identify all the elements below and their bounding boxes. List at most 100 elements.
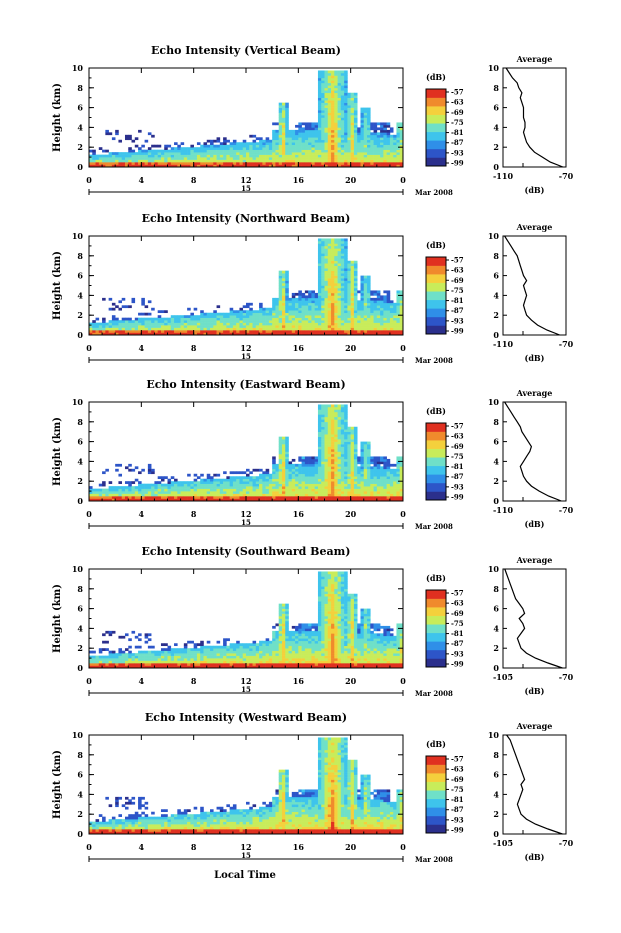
heatmap-cell (338, 474, 342, 477)
heatmap-cell (207, 494, 211, 497)
heatmap-cell (331, 125, 335, 128)
heatmap-cell (344, 471, 348, 474)
heatmap-cell (347, 454, 351, 457)
heatmap-cell (344, 160, 348, 163)
heatmap-cell (357, 137, 361, 140)
heatmap-cell (351, 328, 355, 331)
heatmap-cell (266, 496, 270, 499)
heatmap-cell (112, 494, 116, 497)
heatmap-cell (308, 162, 312, 165)
heatmap-cell (239, 150, 243, 153)
heatmap-cell (112, 325, 116, 328)
heatmap-cell (210, 160, 214, 163)
heatmap-cell (148, 318, 152, 321)
heatmap-cell (308, 122, 312, 125)
heatmap-cell (289, 496, 293, 499)
heatmap-cell (292, 464, 296, 467)
heatmap-cell (354, 120, 358, 123)
heatmap-cell (338, 108, 342, 111)
heatmap-cell (141, 303, 145, 306)
heatmap-cell (325, 125, 329, 128)
heatmap-cell (230, 157, 234, 160)
heatmap-cell (393, 486, 397, 489)
heatmap-cell (383, 461, 387, 464)
heatmap-cell (325, 108, 329, 111)
heatmap-cell (226, 318, 230, 321)
heatmap-cell (295, 293, 299, 296)
heatmap-cell (344, 130, 348, 133)
heatmap-cell (334, 113, 338, 116)
heatmap-cell (393, 471, 397, 474)
heatmap-cell (390, 145, 394, 148)
heatmap-cell (354, 305, 358, 308)
heatmap-cell (321, 73, 325, 76)
heatmap-cell (367, 286, 371, 289)
heatmap-cell (328, 246, 332, 249)
heatmap-cell (344, 496, 348, 499)
heatmap-cell (148, 656, 152, 659)
heatmap-cell (187, 162, 191, 165)
heatmap-cell (393, 484, 397, 487)
heatmap-cell (387, 293, 391, 296)
heatmap-cell (318, 110, 322, 113)
heatmap-cell (197, 328, 201, 331)
heatmap-cell (334, 325, 338, 328)
heatmap-cell (328, 303, 332, 306)
heatmap-cell (285, 447, 289, 450)
heatmap-cell (328, 122, 332, 125)
heatmap-cell (187, 147, 191, 150)
heatmap-cell (295, 486, 299, 489)
heatmap-cell (351, 125, 355, 128)
colorbar-swatch (426, 274, 446, 283)
heatmap-cell (154, 162, 158, 165)
heatmap-cell (341, 295, 345, 298)
heatmap-cell (360, 115, 364, 118)
heatmap-cell (331, 283, 335, 286)
heatmap-cell (341, 474, 345, 477)
heatmap-cell (351, 273, 355, 276)
heatmap-cell (354, 295, 358, 298)
heatmap-cell (344, 268, 348, 271)
heatmap-cell (109, 320, 113, 323)
heatmap-cell (357, 323, 361, 326)
heatmap-cell (344, 464, 348, 467)
heatmap-cell (223, 162, 227, 165)
heatmap-cell (279, 494, 283, 497)
heatmap-cell (92, 330, 96, 333)
panel-title: Echo Intensity (Northward Beam) (142, 212, 351, 225)
heatmap-cell (331, 147, 335, 150)
heatmap-cell (298, 310, 302, 313)
heatmap-cell (325, 459, 329, 462)
heatmap-cell (217, 474, 221, 477)
avg-y-tick-label: 8 (493, 83, 499, 93)
heatmap-cell (135, 479, 139, 482)
heatmap-cell (102, 494, 106, 497)
heatmap-cell (380, 130, 384, 133)
heatmap-cell (360, 320, 364, 323)
heatmap-cell (374, 308, 378, 311)
heatmap-cell (266, 469, 270, 472)
heatmap-cell (390, 325, 394, 328)
heatmap-cell (315, 305, 319, 308)
colorbar-tick-label: -63 (451, 98, 464, 107)
heatmap-cell (207, 474, 211, 477)
heatmap-cell (364, 278, 368, 281)
heatmap-cell (315, 145, 319, 148)
heatmap-cell (230, 330, 234, 333)
heatmap-cell (344, 447, 348, 450)
heatmap-cell (308, 132, 312, 135)
heatmap-cell (318, 273, 322, 276)
heatmap-cell (377, 303, 381, 306)
heatmap-cell (311, 162, 315, 165)
heatmap-cell (328, 150, 332, 153)
heatmap-cell (341, 251, 345, 254)
heatmap-cell (236, 486, 240, 489)
heatmap-cell (357, 328, 361, 331)
heatmap-cell (328, 290, 332, 293)
heatmap-cell (308, 328, 312, 331)
heatmap-cell (302, 150, 306, 153)
heatmap-cell (302, 325, 306, 328)
heatmap-cell (325, 283, 329, 286)
heatmap-cell (99, 491, 103, 494)
heatmap-cell (213, 496, 217, 499)
